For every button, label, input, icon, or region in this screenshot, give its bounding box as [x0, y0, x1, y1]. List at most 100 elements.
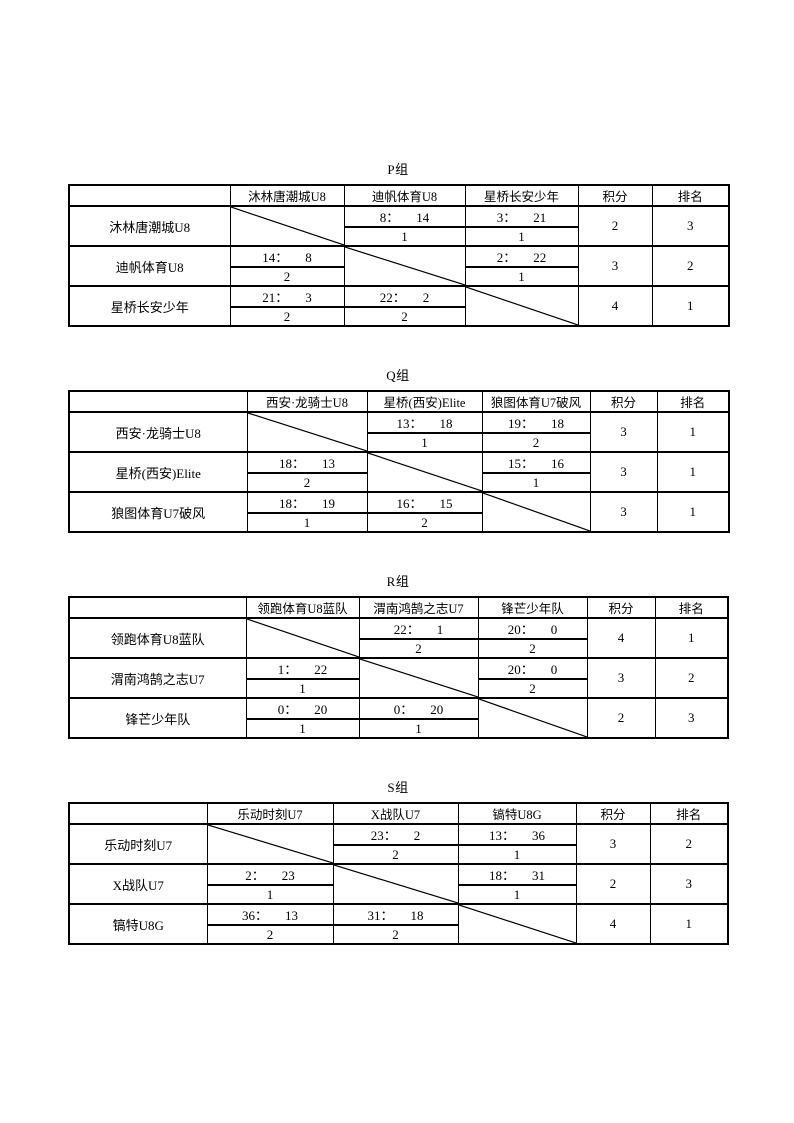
score-home: 18： [278, 496, 305, 511]
diagonal-line [459, 905, 576, 943]
score-cell: 22： 1 [358, 617, 479, 640]
corner-cell [68, 596, 247, 619]
points-cell: 3 [577, 245, 653, 287]
score-away: 1 [436, 622, 444, 637]
match-points-cell: 2 [343, 306, 466, 327]
rank-header: 排名 [651, 184, 730, 207]
opponent-header: 狼图体育U7破风 [481, 390, 591, 413]
score-away: 31 [532, 868, 545, 883]
points-cell: 3 [589, 411, 658, 453]
score-cell: 16： 15 [366, 491, 483, 514]
score-away: 14 [416, 210, 430, 225]
score-home: 18： [278, 456, 305, 471]
score-home: 22： [379, 290, 406, 305]
score-cell: 21： 3 [229, 285, 345, 308]
score-home: 31： [367, 908, 394, 923]
score-home: 18： [488, 868, 515, 883]
match-points-cell: 1 [457, 884, 577, 905]
diagonal-line [231, 207, 344, 245]
group-tables-container: P组 沐林唐潮城U8 迪帆体育U8 星桥长安少年 积分 排名 沐林唐潮城U8 8： 14 3： 21… [68, 162, 794, 945]
rank-header: 排名 [654, 596, 729, 619]
rank-cell: 1 [656, 411, 730, 453]
score-home: 15： [507, 456, 534, 471]
match-points-cell: 1 [245, 678, 360, 699]
group-block-p: P组 沐林唐潮城U8 迪帆体育U8 星桥长安少年 积分 排名 沐林唐潮城U8 8： 14 3： 21… [68, 162, 730, 327]
points-cell: 3 [589, 491, 658, 533]
opponent-header: 领跑体育U8蓝队 [245, 596, 360, 619]
score-cell: 18： 13 [246, 451, 368, 474]
opponent-header: 星桥长安少年 [464, 184, 579, 207]
score-home: 13： [396, 416, 423, 431]
match-points-cell: 1 [481, 472, 591, 493]
score-away: 18 [551, 416, 564, 431]
diagonal-line [360, 659, 478, 697]
group-block-s: S组 乐动时刻U7 X战队U7 镐特U8G 积分 排名 乐动时刻U7 23： 2 13： 36 3 2 2… [68, 780, 729, 945]
match-points-cell: 2 [481, 432, 591, 453]
self-match-diagonal-cell [457, 903, 577, 945]
points-cell: 3 [586, 657, 656, 699]
score-home: 21： [262, 290, 289, 305]
score-cell: 22： 2 [343, 285, 466, 308]
score-home: 23： [370, 828, 397, 843]
score-away: 21 [533, 210, 547, 225]
self-match-diagonal-cell [206, 823, 334, 865]
score-away: 23 [281, 868, 295, 883]
score-cell: 31： 18 [332, 903, 459, 926]
points-cell: 4 [577, 285, 653, 327]
score-cell: 13： 36 [457, 823, 577, 846]
score-home: 1： [277, 662, 298, 677]
diagonal-line [208, 825, 333, 863]
points-header: 积分 [586, 596, 656, 619]
match-points-cell: 2 [332, 844, 459, 865]
score-away: 8 [305, 250, 312, 265]
self-match-diagonal-cell [229, 205, 345, 247]
score-cell: 13： 18 [366, 411, 483, 434]
score-cell: 0： 20 [358, 697, 479, 720]
group-block-q: Q组 西安·龙骑士U8 星桥(西安)Elite 狼图体育U7破风 积分 排名 西安·龙骑士U… [68, 368, 730, 533]
team-name-cell: 狼图体育U7破风 [68, 491, 248, 533]
score-home: 14： [262, 250, 289, 265]
match-points-cell: 2 [358, 638, 479, 659]
rank-cell: 3 [651, 205, 730, 247]
score-cell: 18： 31 [457, 863, 577, 886]
score-home: 2： [496, 250, 517, 265]
group-title-r: R组 [386, 574, 410, 589]
score-home: 0： [277, 702, 298, 717]
score-cell: 23： 2 [332, 823, 459, 846]
points-cell: 3 [589, 451, 658, 493]
score-home: 13： [488, 828, 515, 843]
match-points-cell: 2 [366, 512, 483, 533]
score-cell: 20： 0 [477, 617, 588, 640]
rank-header: 排名 [649, 802, 729, 825]
self-match-diagonal-cell [343, 245, 466, 287]
points-cell: 3 [575, 823, 651, 865]
rank-cell: 1 [651, 285, 730, 327]
opponent-header: X战队U7 [332, 802, 459, 825]
score-away: 0 [550, 622, 558, 637]
diagonal-line [368, 453, 482, 491]
score-away: 3 [305, 290, 312, 305]
team-name-cell: 乐动时刻U7 [68, 823, 208, 865]
match-points-cell: 1 [464, 266, 579, 287]
match-points-cell: 1 [366, 432, 483, 453]
points-cell: 4 [586, 617, 656, 659]
score-cell: 15： 16 [481, 451, 591, 474]
match-points-cell: 2 [206, 924, 334, 945]
team-name-cell: 西安·龙骑士U8 [68, 411, 248, 453]
score-cell: 2： 23 [206, 863, 334, 886]
rank-cell: 3 [649, 863, 729, 905]
match-points-cell: 1 [246, 512, 368, 533]
self-match-diagonal-cell [481, 491, 591, 533]
team-name-cell: 迪帆体育U8 [68, 245, 231, 287]
score-away: 18 [410, 908, 424, 923]
team-name-cell: 镐特U8G [68, 903, 208, 945]
score-cell: 3： 21 [464, 205, 579, 228]
opponent-header: 沐林唐潮城U8 [229, 184, 345, 207]
score-home: 2： [245, 868, 265, 883]
match-points-cell: 1 [206, 884, 334, 905]
team-name-cell: 星桥(西安)Elite [68, 451, 248, 493]
score-cell: 14： 8 [229, 245, 345, 268]
score-cell: 20： 0 [477, 657, 588, 680]
score-away: 19 [322, 496, 335, 511]
results-table-s: 乐动时刻U7 X战队U7 镐特U8G 积分 排名 乐动时刻U7 23： 2 13： 36 3 2 2 1 X… [68, 802, 729, 945]
